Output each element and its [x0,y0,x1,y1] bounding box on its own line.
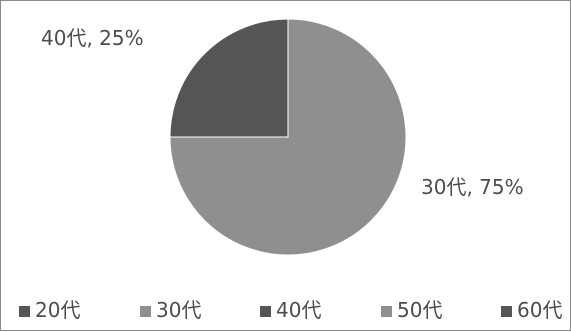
legend-swatch [140,306,151,317]
legend-swatch [19,306,30,317]
legend: 20代 30代 40代 50代 60代 [19,298,562,322]
legend-item-50代: 50代 [381,298,442,322]
legend-item-40代: 40代 [260,298,321,322]
legend-swatch [381,306,392,317]
pie-slice-30代 [169,18,407,256]
legend-swatch [501,306,512,317]
legend-label: 40代 [276,298,321,322]
legend-label: 30代 [156,298,201,322]
legend-item-30代: 30代 [140,298,201,322]
pie-slices [169,18,407,256]
legend-item-20代: 20代 [19,298,80,322]
pie-data-labels: 30代, 75% 40代, 25% [41,26,524,199]
legend-label: 20代 [35,298,80,322]
legend-item-60代: 60代 [501,298,562,322]
data-label-40代: 40代, 25% [41,26,144,50]
legend-swatch [260,306,271,317]
pie-slice-40代 [169,18,289,138]
legend-label: 60代 [517,298,562,322]
data-label-30代: 30代, 75% [421,175,524,199]
legend-label: 50代 [397,298,442,322]
